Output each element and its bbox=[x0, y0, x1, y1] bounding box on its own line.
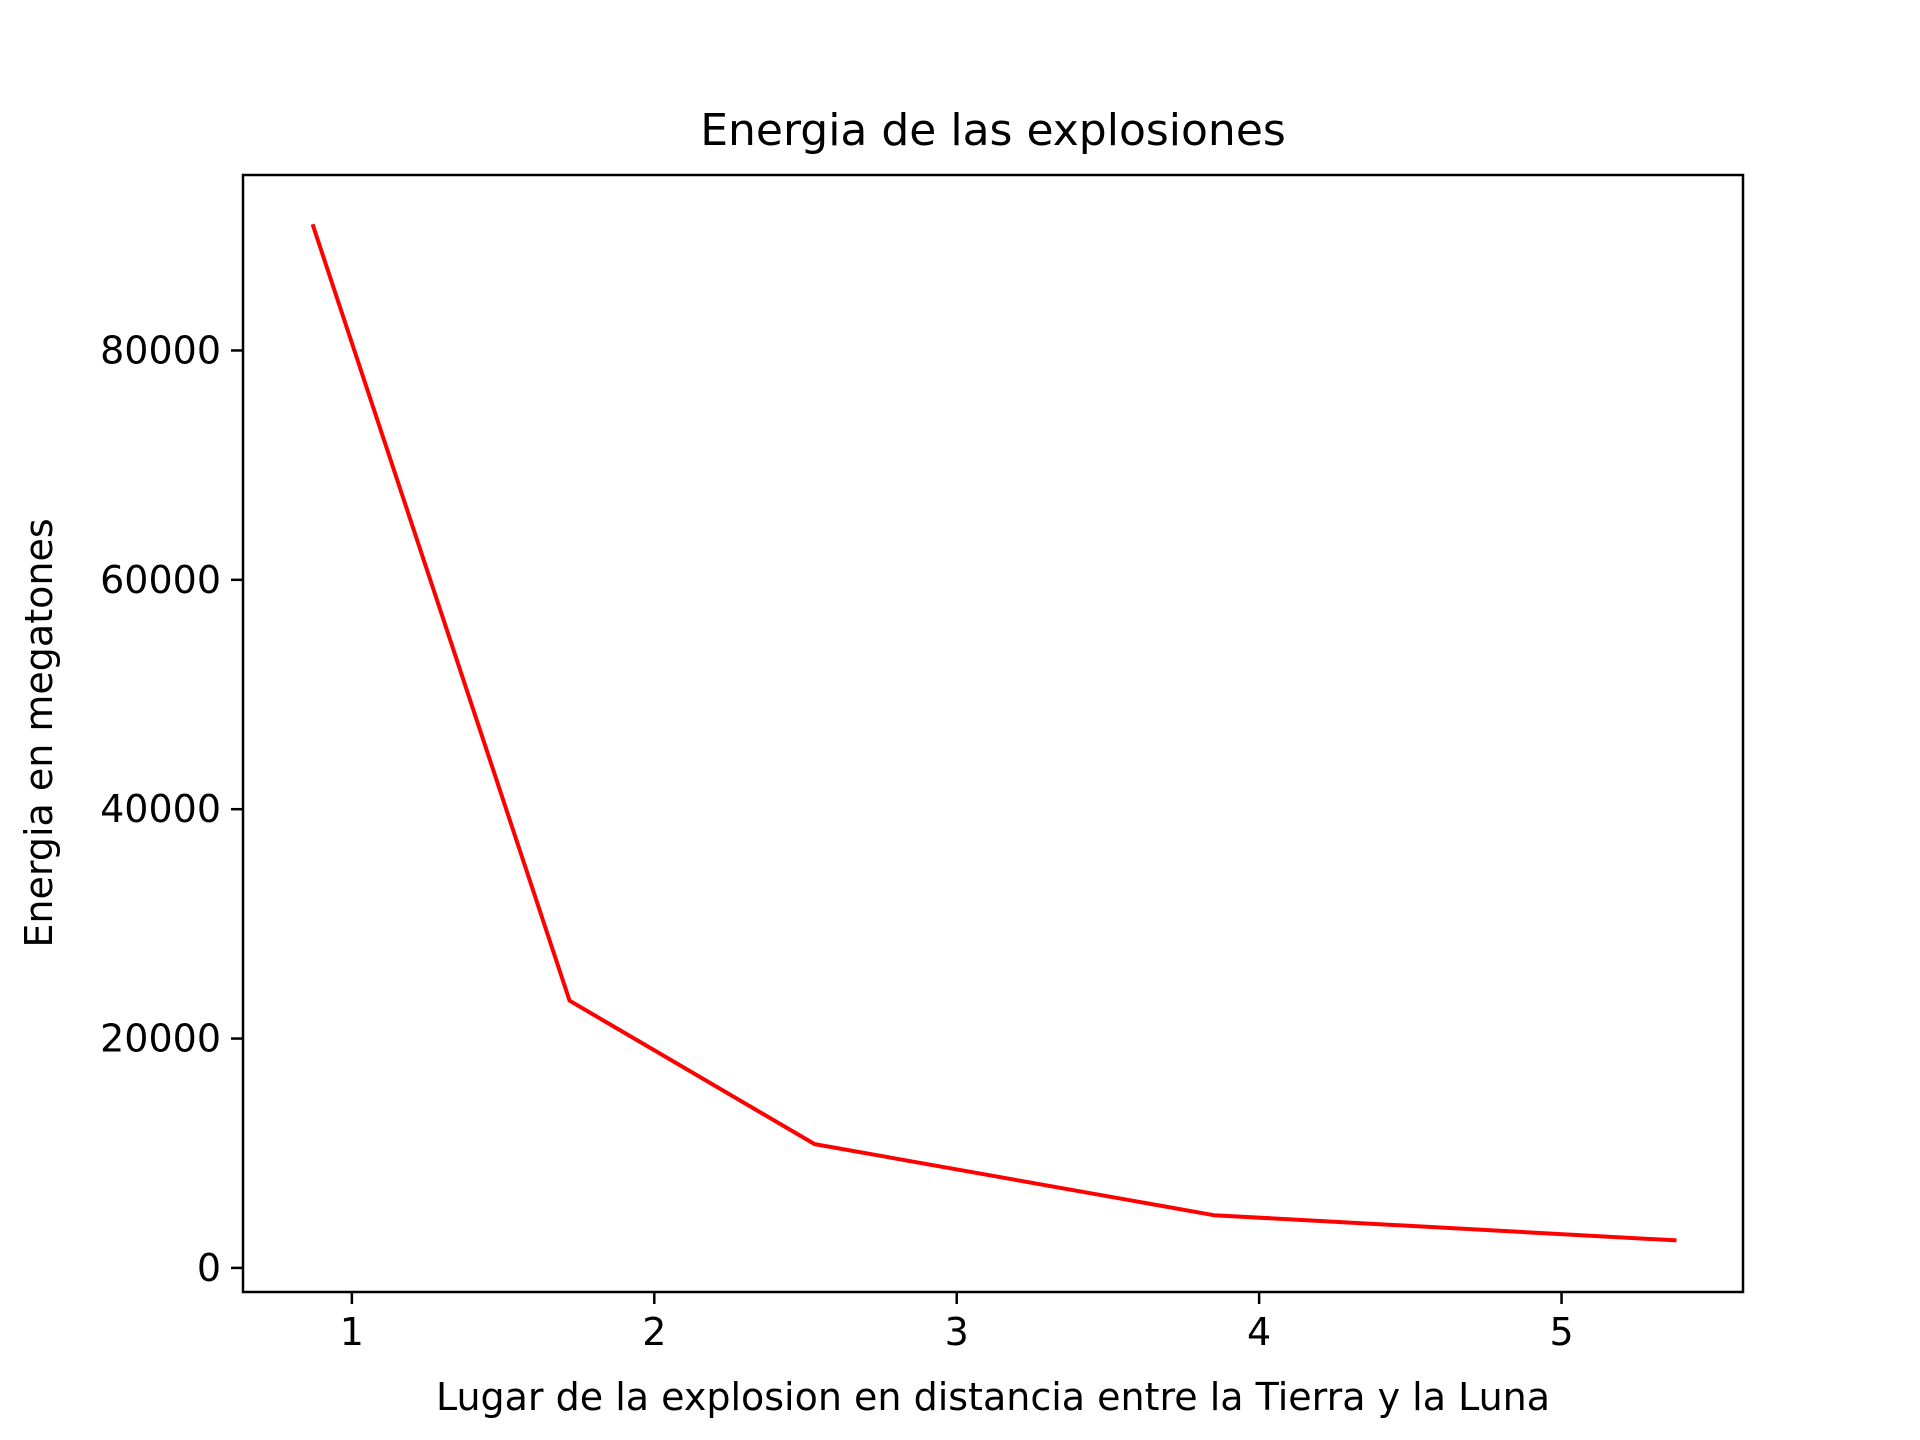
x-axis-label: Lugar de la explosion en distancia entre… bbox=[436, 1375, 1550, 1419]
axes-frame bbox=[241, 173, 1745, 1294]
y-tick-label: 60000 bbox=[100, 558, 221, 602]
x-axis: 1 2 3 4 5 bbox=[340, 1292, 1574, 1354]
y-tick-label: 80000 bbox=[100, 328, 221, 372]
y-tick-label: 0 bbox=[197, 1246, 221, 1290]
y-tick-label: 40000 bbox=[100, 787, 221, 831]
y-tick-label: 20000 bbox=[100, 1017, 221, 1061]
x-tick-label: 2 bbox=[642, 1310, 666, 1354]
x-tick-label: 3 bbox=[945, 1310, 969, 1354]
x-tick-label: 4 bbox=[1247, 1310, 1271, 1354]
series-line bbox=[310, 223, 1677, 1243]
x-tick-label: 5 bbox=[1549, 1310, 1573, 1354]
chart-title: Energia de las explosiones bbox=[700, 105, 1286, 156]
y-axis-label: Energia en megatones bbox=[17, 518, 61, 947]
plot-area bbox=[310, 223, 1677, 1243]
y-axis: 0 20000 40000 60000 80000 bbox=[100, 328, 243, 1290]
x-tick-label: 1 bbox=[340, 1310, 364, 1354]
